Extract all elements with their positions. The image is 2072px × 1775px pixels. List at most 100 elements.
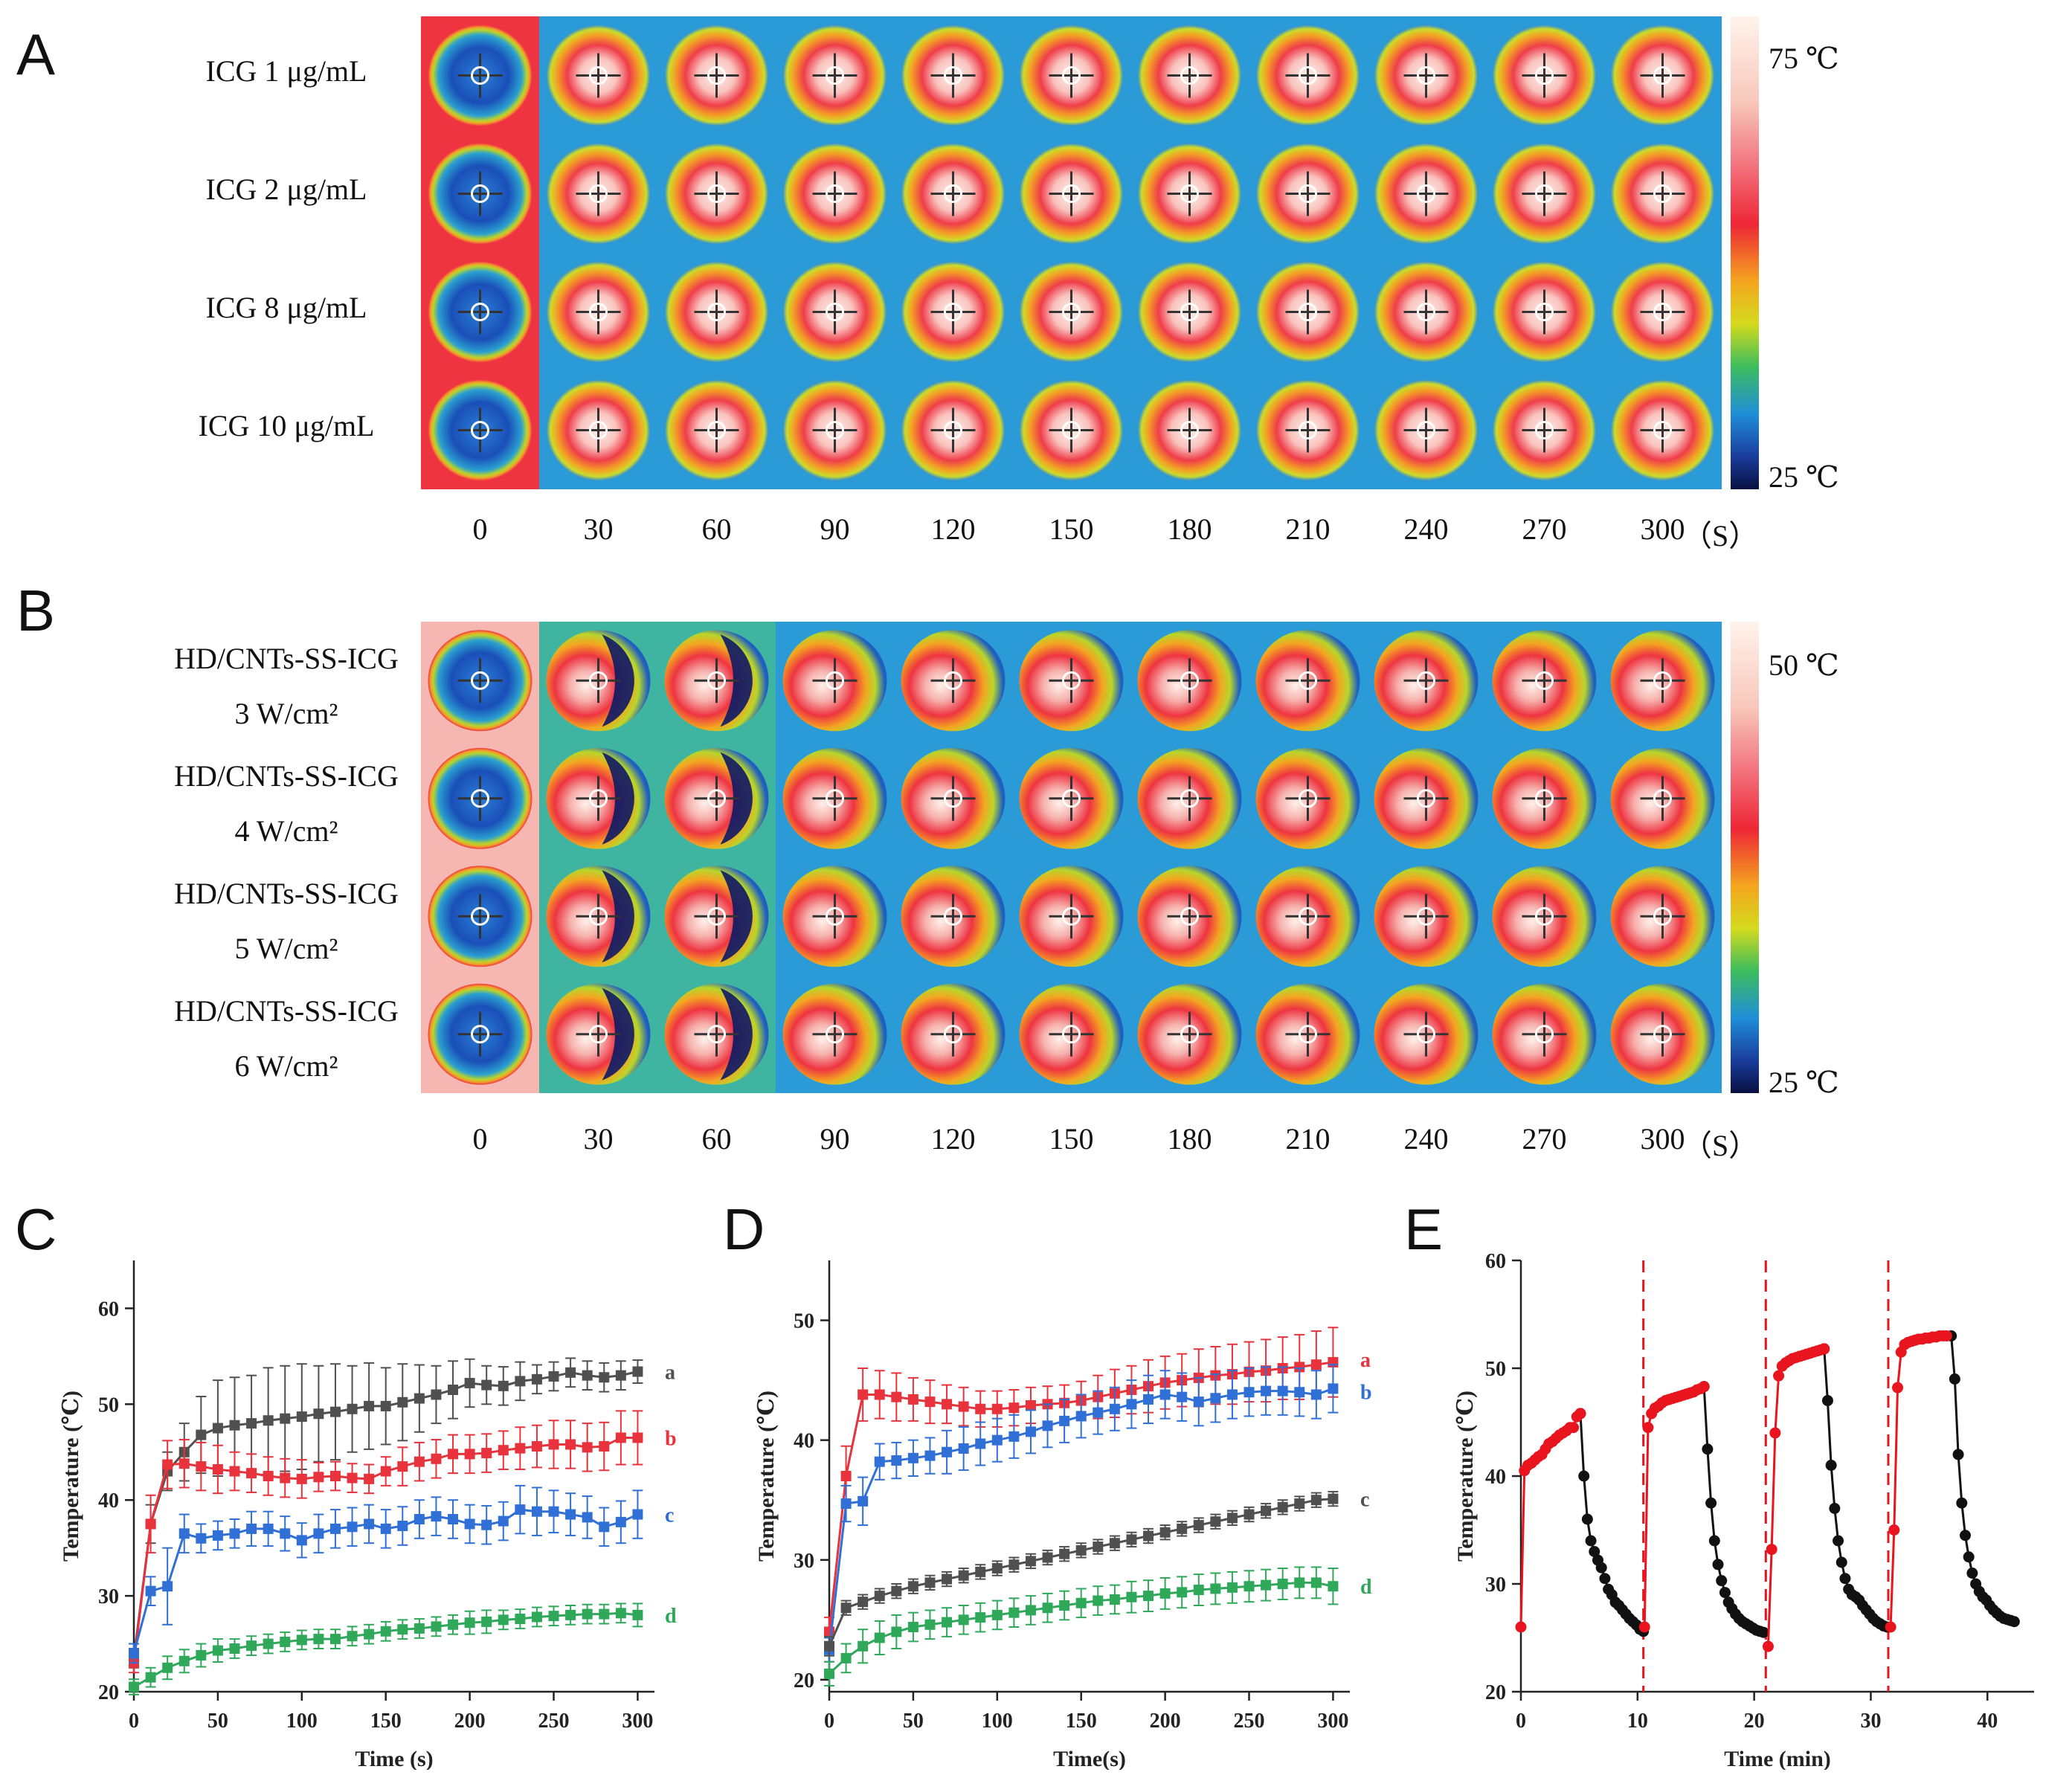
crosshair-ring: [1299, 789, 1317, 808]
data-point: [1243, 1387, 1255, 1398]
data-point: [178, 1458, 190, 1469]
crosshair-ring: [1062, 303, 1081, 321]
data-point: [874, 1591, 885, 1602]
data-point: [975, 1403, 986, 1414]
color-scale-bar-a: [1731, 16, 1759, 489]
data-point: [1599, 1573, 1611, 1585]
crosshair-ring: [1299, 1025, 1317, 1044]
data-point: [313, 1528, 324, 1539]
crosshair-ring: [826, 1025, 844, 1044]
crosshair-ring: [1535, 66, 1554, 85]
time-tick-b-30: 30: [583, 1122, 614, 1156]
data-point: [329, 1471, 341, 1481]
data-point: [1075, 1411, 1087, 1422]
crosshair-ring: [1062, 66, 1081, 85]
data-point: [196, 1429, 207, 1440]
crosshair-ring: [1535, 184, 1554, 203]
data-point: [531, 1373, 542, 1385]
data-point: [582, 1512, 593, 1523]
x-tick-label: 250: [1234, 1710, 1265, 1733]
data-point: [481, 1616, 492, 1627]
data-point: [380, 1466, 391, 1477]
y-tick-label: 30: [794, 1550, 814, 1573]
crosshair-ring: [589, 1025, 608, 1044]
crosshair-ring: [826, 303, 844, 321]
series-label-d: d: [1360, 1576, 1372, 1599]
data-point: [515, 1376, 526, 1387]
data-point: [1769, 1427, 1781, 1439]
data-point: [145, 1585, 156, 1597]
crosshair-ring: [471, 906, 489, 926]
data-point: [1210, 1516, 1221, 1527]
data-point: [891, 1391, 902, 1402]
heating-cycle-4-line: [1889, 1335, 1947, 1628]
crosshair-ring: [1180, 421, 1199, 439]
y-tick-label: 40: [794, 1430, 814, 1453]
data-point: [599, 1372, 610, 1383]
series-b: b: [824, 1364, 1372, 1663]
y-tick-label: 30: [1485, 1573, 1506, 1597]
data-point: [1277, 1579, 1288, 1589]
x-tick-label: 250: [538, 1710, 570, 1733]
crosshair-ring: [826, 66, 844, 85]
data-point: [212, 1423, 223, 1434]
data-point: [1708, 1535, 1720, 1547]
data-point: [246, 1523, 257, 1534]
crosshair-ring: [1180, 66, 1199, 85]
panel-label-e: E: [1404, 1196, 1444, 1262]
data-point: [515, 1504, 526, 1515]
data-point: [364, 1400, 375, 1411]
data-point: [1310, 1495, 1322, 1506]
x-tick-label: 0: [129, 1710, 139, 1733]
data-point: [874, 1389, 885, 1400]
heating-cycle-3-line: [1766, 1347, 1825, 1647]
crosshair-ring: [1535, 671, 1554, 690]
crosshair-ring: [1062, 906, 1081, 926]
series-b: b: [129, 1410, 677, 1674]
crosshair-ring: [1653, 421, 1672, 439]
chart-c: 0 50 100 150 200 250 300 20 30 40 50 60 Time (s) Temp…: [59, 1260, 677, 1770]
data-point: [448, 1514, 459, 1524]
series-a: a: [129, 1357, 675, 1669]
data-point: [1888, 1524, 1900, 1536]
data-point: [531, 1611, 542, 1623]
data-point: [364, 1629, 375, 1640]
series-d: d: [129, 1602, 677, 1695]
data-point: [178, 1655, 190, 1666]
crosshair-ring: [707, 789, 726, 808]
time-tick-b-0: 0: [472, 1122, 488, 1156]
data-point: [196, 1461, 207, 1472]
data-point: [129, 1681, 139, 1692]
time-tick-a-300: 300: [1640, 512, 1685, 546]
data-point: [924, 1577, 936, 1588]
data-point: [1698, 1381, 1710, 1393]
cooling-cycle-2: [1698, 1381, 1769, 1638]
data-point: [840, 1602, 852, 1614]
y-tick-label: 20: [1485, 1681, 1506, 1704]
data-point: [632, 1366, 643, 1377]
data-point: [246, 1468, 257, 1479]
time-tick-b-90: 90: [820, 1122, 850, 1156]
data-point: [380, 1523, 391, 1534]
crosshair-ring: [1535, 906, 1554, 926]
data-point: [1042, 1552, 1053, 1563]
data-point: [1705, 1497, 1717, 1509]
data-point: [196, 1650, 207, 1661]
data-point: [907, 1394, 918, 1405]
data-point: [958, 1570, 969, 1581]
data-point: [924, 1619, 936, 1630]
data-point: [582, 1608, 593, 1620]
data-point: [212, 1530, 223, 1541]
data-point: [1574, 1408, 1586, 1420]
crosshair-ring: [1299, 66, 1317, 85]
data-point: [1892, 1382, 1904, 1394]
data-point: [858, 1495, 869, 1507]
data-point: [229, 1528, 240, 1539]
data-point: [1193, 1585, 1204, 1596]
time-unit-a: （S）: [1682, 519, 1759, 553]
crosshair-ring: [826, 671, 844, 690]
data-point: [129, 1648, 139, 1659]
thermal-image-grid-a: [421, 16, 1722, 489]
data-point: [263, 1471, 274, 1481]
data-point: [1193, 1397, 1204, 1408]
